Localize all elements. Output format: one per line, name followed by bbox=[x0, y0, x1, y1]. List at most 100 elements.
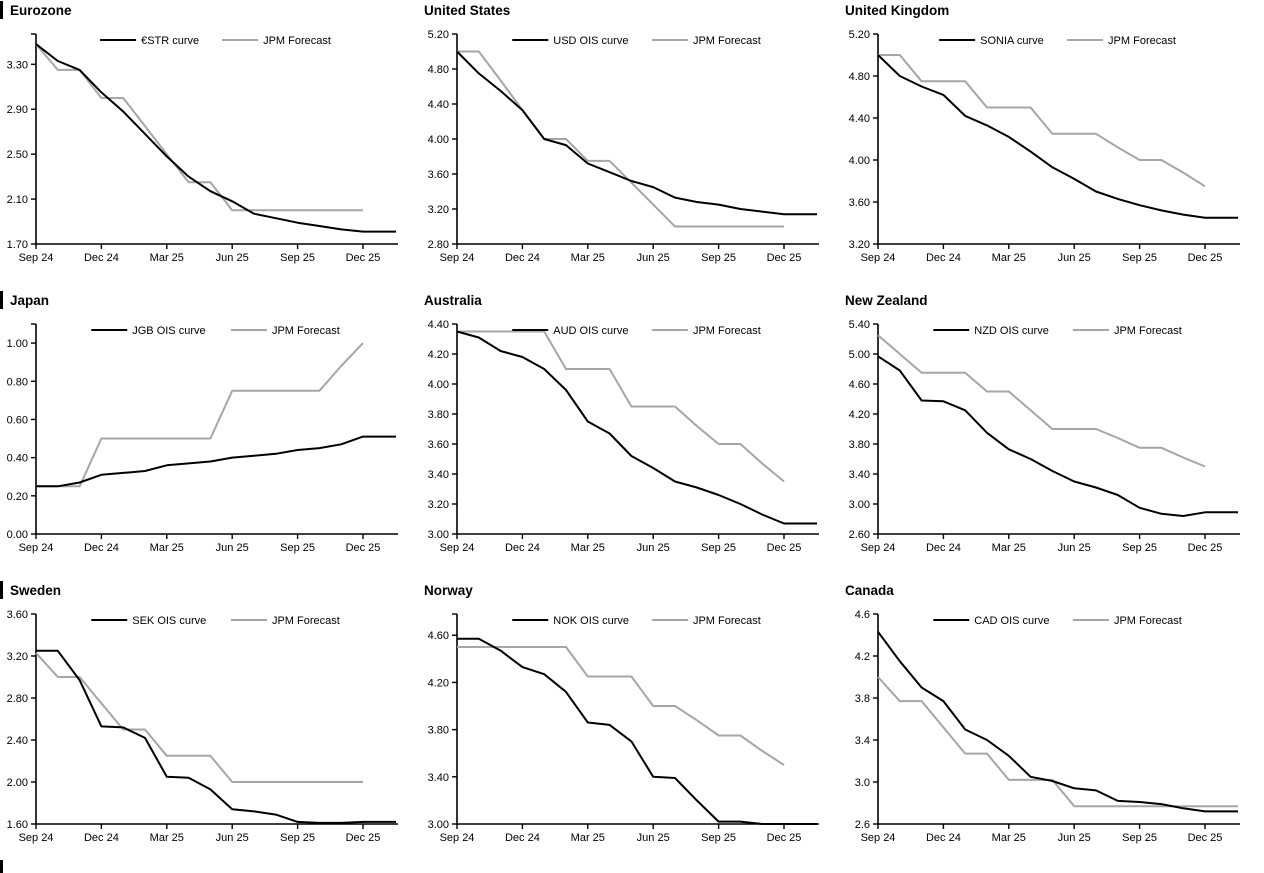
x-tick-label: Sep 25 bbox=[280, 832, 315, 844]
section-marker bbox=[0, 1, 3, 19]
y-tick-label: 2.80 bbox=[428, 239, 449, 251]
x-tick-label: Sep 25 bbox=[1122, 542, 1157, 554]
legend-forecast-label: JPM Forecast bbox=[1108, 35, 1176, 47]
y-tick-label: 1.00 bbox=[7, 338, 28, 350]
x-tick-label: Jun 25 bbox=[216, 252, 249, 264]
chart-title: Canada bbox=[845, 582, 894, 598]
x-tick-label: Dec 24 bbox=[84, 252, 119, 264]
chart-title: Sweden bbox=[10, 582, 62, 598]
x-tick-label: Jun 25 bbox=[216, 542, 249, 554]
y-tick-label: 0.40 bbox=[7, 453, 28, 465]
curve-line bbox=[36, 649, 396, 824]
section-marker bbox=[0, 581, 3, 599]
legend-curve-label: SEK OIS curve bbox=[132, 615, 206, 627]
y-tick-label: 2.10 bbox=[7, 194, 28, 206]
x-tick-label: Sep 24 bbox=[19, 252, 54, 264]
forecast-line bbox=[457, 330, 785, 483]
y-tick-label: 2.90 bbox=[7, 104, 28, 116]
legend-forecast-label: JPM Forecast bbox=[272, 615, 340, 627]
chart-cell-canada: Canada 4.6 4.2 3.8 3.4 3.0 2.6 Sep 24 Dec 24 Mar… bbox=[842, 580, 1263, 870]
chart-title: Eurozone bbox=[10, 2, 72, 18]
curve-line bbox=[456, 330, 817, 525]
legend-curve-label: CAD OIS curve bbox=[974, 615, 1049, 627]
x-tick-label: Sep 25 bbox=[1122, 832, 1157, 844]
y-tick-label: 4.80 bbox=[428, 64, 449, 76]
legend-forecast-label: JPM Forecast bbox=[693, 615, 761, 627]
y-tick-label: 4.00 bbox=[428, 379, 449, 391]
y-tick-label: 3.30 bbox=[7, 59, 28, 71]
x-tick-label: Dec 25 bbox=[1188, 252, 1223, 264]
x-tick-label: Mar 25 bbox=[992, 542, 1026, 554]
y-tick-label: 0.60 bbox=[7, 414, 28, 426]
y-tick-label: 3.60 bbox=[428, 169, 449, 181]
legend-curve-label: €STR curve bbox=[141, 35, 199, 47]
x-tick-label: Mar 25 bbox=[992, 252, 1026, 264]
curve-line bbox=[877, 631, 1238, 813]
y-tick-label: 3.20 bbox=[849, 239, 870, 251]
y-tick-label: 4.6 bbox=[855, 609, 870, 621]
x-tick-label: Mar 25 bbox=[992, 832, 1026, 844]
y-tick-label: 1.70 bbox=[7, 239, 28, 251]
chart-title: Australia bbox=[424, 292, 482, 308]
curve-line bbox=[457, 637, 817, 825]
chart-header: Canada bbox=[842, 581, 894, 599]
y-tick-label: 3.80 bbox=[428, 409, 449, 421]
forecast-line bbox=[36, 342, 364, 488]
chart-header: Japan bbox=[0, 291, 49, 309]
x-tick-label: Dec 25 bbox=[767, 832, 802, 844]
y-tick-label: 0.00 bbox=[7, 529, 28, 541]
chart-cell-norway: Norway 4.60 4.20 3.80 3.40 3.00 Sep 24 Dec 24 M… bbox=[421, 580, 842, 870]
x-tick-label: Mar 25 bbox=[150, 252, 184, 264]
chart-cell-new-zealand: New Zealand 5.40 5.00 4.60 4.20 3.80 3.40 3.00… bbox=[842, 290, 1263, 580]
chart-header: United States bbox=[421, 1, 510, 19]
x-tick-label: Dec 24 bbox=[505, 832, 540, 844]
chart-title: New Zealand bbox=[845, 292, 928, 308]
x-tick-label: Dec 25 bbox=[346, 832, 381, 844]
y-tick-label: 4.60 bbox=[428, 630, 449, 642]
forecast-line bbox=[877, 676, 1238, 808]
x-tick-label: Jun 25 bbox=[1058, 832, 1091, 844]
chart-header: Australia bbox=[421, 291, 482, 309]
legend-curve-label: SONIA curve bbox=[980, 35, 1044, 47]
forecast-line bbox=[877, 334, 1206, 468]
y-tick-label: 3.40 bbox=[849, 469, 870, 481]
y-tick-label: 3.00 bbox=[428, 529, 449, 541]
y-tick-label: 3.40 bbox=[428, 469, 449, 481]
y-tick-label: 5.20 bbox=[849, 29, 870, 41]
legend-forecast-label: JPM Forecast bbox=[1114, 615, 1182, 627]
x-tick-label: Dec 25 bbox=[1188, 542, 1223, 554]
curve-line bbox=[35, 43, 396, 233]
x-tick-label: Jun 25 bbox=[1058, 252, 1091, 264]
chart-cell-united-states: United States 5.20 4.80 4.40 4.00 3.60 3.20 2.… bbox=[421, 0, 842, 290]
curve-line bbox=[877, 54, 1238, 219]
curve-line bbox=[36, 435, 396, 488]
y-tick-label: 2.40 bbox=[7, 735, 28, 747]
chart-cell-eurozone: Eurozone 3.30 2.90 2.50 2.10 1.70 Sep 24 Dec 2… bbox=[0, 0, 421, 290]
legend-forecast-label: JPM Forecast bbox=[693, 325, 761, 337]
next-section-marker bbox=[0, 860, 3, 873]
x-tick-label: Dec 25 bbox=[346, 252, 381, 264]
y-tick-label: 4.20 bbox=[428, 677, 449, 689]
chart-cell-sweden: Sweden 3.60 3.20 2.80 2.40 2.00 1.60 Sep 24 Dec… bbox=[0, 580, 421, 870]
y-tick-label: 3.60 bbox=[428, 439, 449, 451]
legend-curve-label: NZD OIS curve bbox=[974, 325, 1049, 337]
x-tick-label: Sep 24 bbox=[440, 252, 475, 264]
chart-header: Sweden bbox=[0, 581, 61, 599]
x-tick-label: Sep 24 bbox=[19, 542, 54, 554]
x-tick-label: Sep 24 bbox=[19, 832, 54, 844]
x-tick-label: Mar 25 bbox=[571, 832, 605, 844]
chart-header: Eurozone bbox=[0, 1, 72, 19]
y-tick-label: 4.00 bbox=[428, 134, 449, 146]
y-tick-label: 3.80 bbox=[428, 725, 449, 737]
x-tick-label: Sep 24 bbox=[440, 832, 475, 844]
chart-header: United Kingdom bbox=[842, 1, 949, 19]
y-tick-label: 4.20 bbox=[428, 349, 449, 361]
